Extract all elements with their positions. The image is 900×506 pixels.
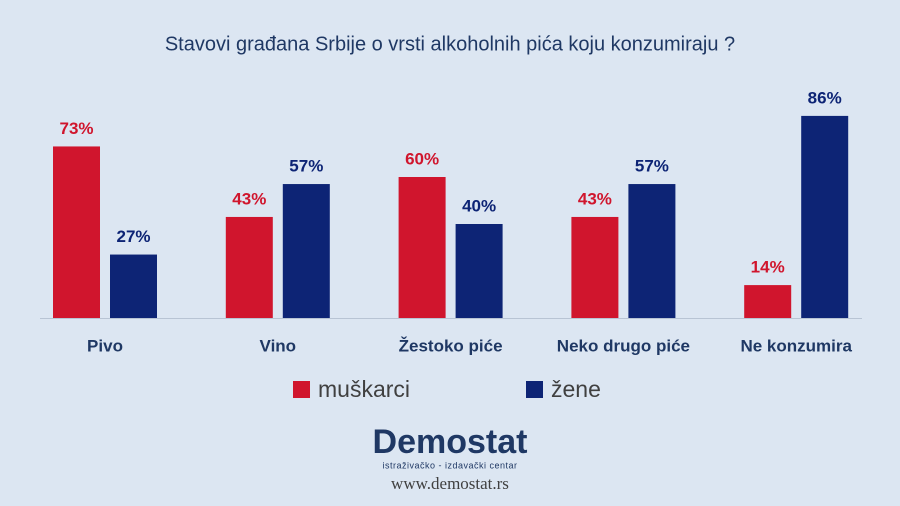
url: www.demostat.rs xyxy=(391,474,509,493)
value-label: 60% xyxy=(405,149,439,168)
x-tick-label: Pivo xyxy=(87,336,123,355)
legend-swatch xyxy=(293,381,310,398)
bar xyxy=(628,184,676,318)
value-label: 40% xyxy=(462,196,496,215)
value-label: 14% xyxy=(751,258,785,277)
value-label: 73% xyxy=(59,119,93,138)
value-label: 43% xyxy=(578,189,612,208)
value-label: 27% xyxy=(116,227,150,246)
bar xyxy=(744,285,792,318)
x-tick-label: Neko drugo piće xyxy=(557,336,690,355)
bar xyxy=(455,224,503,318)
logo: Demostat xyxy=(373,423,528,461)
bar xyxy=(225,216,273,318)
legend-swatch xyxy=(526,381,543,398)
x-tick-label: Ne konzumira xyxy=(740,336,852,355)
value-label: 57% xyxy=(289,157,323,176)
bar xyxy=(282,184,330,318)
legend-label: muškarci xyxy=(318,376,410,402)
bar xyxy=(110,254,157,318)
legend-label: žene xyxy=(551,376,601,402)
bar xyxy=(398,177,446,318)
x-tick-label: Vino xyxy=(260,336,297,355)
value-label: 86% xyxy=(808,88,842,107)
bar xyxy=(53,146,100,318)
value-label: 57% xyxy=(635,157,669,176)
logo-tagline: istraživačko - izdavački centar xyxy=(382,460,517,470)
bar xyxy=(571,216,619,318)
bar xyxy=(801,115,849,319)
x-tick-label: Žestoko piće xyxy=(399,336,503,355)
value-label: 43% xyxy=(232,189,266,208)
chart-title: Stavovi građana Srbije o vrsti alkoholni… xyxy=(165,33,735,55)
